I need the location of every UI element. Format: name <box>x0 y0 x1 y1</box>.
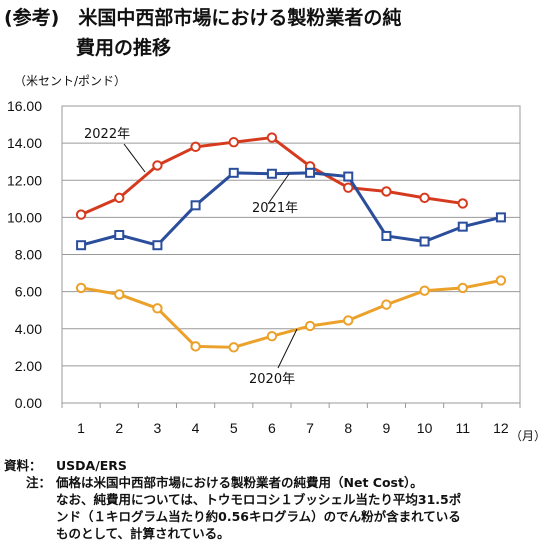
x-tick-label: 10 <box>417 420 433 436</box>
data-point <box>152 160 163 171</box>
note-line-3: ンド（１キログラム当たり約0.56キログラム）のでん粉が含まれている <box>56 509 461 524</box>
data-point <box>304 320 316 332</box>
series-2: 2020年 <box>75 275 507 387</box>
data-point <box>495 275 507 286</box>
data-point <box>76 240 87 251</box>
y-tick-label: 12.00 <box>7 172 42 188</box>
data-point <box>266 168 277 179</box>
data-point <box>343 182 354 193</box>
data-point <box>152 303 163 314</box>
source-label: 資料： <box>4 458 42 473</box>
data-point <box>190 141 201 153</box>
x-tick-label: 11 <box>455 420 470 436</box>
x-axis-unit: （月） <box>510 429 546 443</box>
data-point <box>266 132 278 143</box>
data-point <box>266 330 278 342</box>
series-1: 2021年 <box>76 167 506 251</box>
y-tick-label: 10.00 <box>7 209 42 225</box>
x-tick-label: 12 <box>493 420 509 436</box>
y-tick-label: 0.00 <box>15 395 42 411</box>
series-label-pointer <box>123 143 146 173</box>
data-point <box>343 171 354 182</box>
data-point <box>457 282 468 294</box>
x-tick-label: 5 <box>230 420 238 436</box>
y-tick-label: 14.00 <box>7 135 42 151</box>
data-point <box>419 285 430 296</box>
note-label: 注： <box>26 475 52 490</box>
data-point <box>305 167 316 178</box>
data-point <box>381 230 392 241</box>
series-line <box>80 279 502 349</box>
data-point <box>419 192 430 204</box>
data-point <box>228 136 239 148</box>
x-tick-label: 9 <box>383 420 391 436</box>
x-tick-label: 1 <box>77 420 85 436</box>
data-point <box>495 212 506 223</box>
data-point <box>228 342 239 353</box>
y-axis-unit: （米セント/ポンド） <box>14 74 127 88</box>
series-label: 2022年 <box>84 127 130 142</box>
series-label-pointer <box>277 328 298 369</box>
data-point <box>228 167 239 178</box>
x-tick-label: 4 <box>192 420 200 436</box>
y-tick-label: 16.00 <box>7 98 42 114</box>
x-tick-label: 2 <box>115 420 123 436</box>
data-point <box>457 221 468 232</box>
data-point <box>114 289 125 300</box>
data-point <box>114 230 125 241</box>
data-point <box>152 240 163 251</box>
series-label: 2020年 <box>249 372 295 387</box>
y-tick-label: 6.00 <box>15 284 42 300</box>
note-line-1: 価格は米国中西部市場における製粉業者の純費用（Net Cost）。 <box>56 475 423 490</box>
data-point <box>419 236 430 247</box>
data-point <box>190 341 201 352</box>
x-tick-label: 8 <box>344 420 352 436</box>
note-line-4: ものとして、計算されている。 <box>56 526 230 541</box>
x-tick-label: 3 <box>154 420 162 436</box>
data-point <box>75 282 87 294</box>
line-chart: 0.00 2.00 4.00 6.00 8.00 10.00 12.00 14.00 16.00… <box>7 98 546 443</box>
note-line-2: なお、純費用については、トウモロコシ１ブッシェル当たり平均31.5ポ <box>56 492 462 507</box>
data-point <box>381 299 392 310</box>
data-point <box>190 200 201 211</box>
y-tick-label: 4.00 <box>15 321 42 337</box>
x-tick-label: 7 <box>306 420 314 436</box>
series-line <box>80 171 502 247</box>
source-text: USDA/ERS <box>56 458 127 473</box>
series-label: 2021年 <box>252 201 298 216</box>
y-tick-label: 8.00 <box>15 247 42 263</box>
data-point <box>114 192 125 204</box>
data-point <box>381 186 392 197</box>
data-point <box>75 209 87 220</box>
data-point <box>457 198 468 209</box>
series-label-pointer <box>267 173 290 205</box>
x-tick-label: 6 <box>268 420 276 436</box>
chart-title-line2: 費用の推移 <box>76 37 172 59</box>
data-point <box>343 315 354 326</box>
y-tick-label: 2.00 <box>15 358 42 374</box>
series-0: 2022年 <box>75 127 468 220</box>
chart-title-line1: (参考) 米国中西部市場における製粉業者の純 <box>4 7 402 29</box>
